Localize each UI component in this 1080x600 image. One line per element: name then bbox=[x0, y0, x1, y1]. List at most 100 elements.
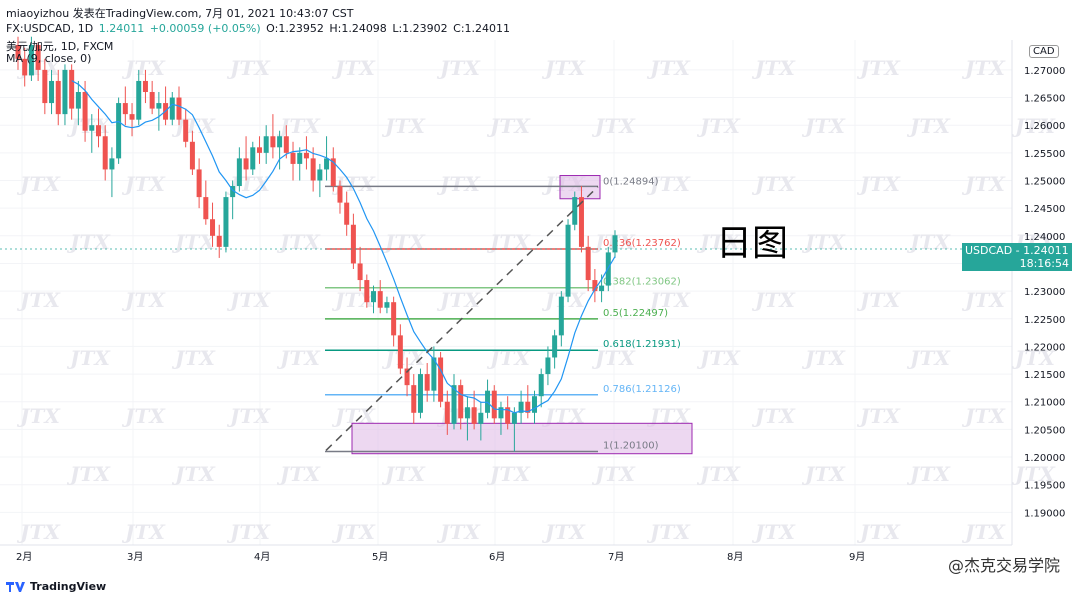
candle-body bbox=[35, 45, 41, 70]
candle-body bbox=[55, 80, 61, 115]
price-tick-label: 1.19500 bbox=[1024, 481, 1065, 492]
jtx-watermark: JTX bbox=[121, 56, 166, 80]
candle-body bbox=[49, 80, 55, 104]
fib-level-label: 0.382(1.23062) bbox=[603, 277, 681, 288]
candle-body bbox=[290, 152, 296, 164]
highlight-boxes bbox=[351, 175, 693, 455]
jtx-watermark: JTX bbox=[436, 172, 481, 196]
pair-name: 美元/加元, 1D, FXCM bbox=[6, 40, 114, 53]
jtx-watermark: JTX bbox=[856, 56, 901, 80]
candle-body bbox=[42, 69, 48, 104]
price-tick-label: 1.27000 bbox=[1024, 66, 1065, 77]
price-tick-label: 1.24500 bbox=[1024, 204, 1065, 215]
support-zone-box bbox=[351, 422, 693, 455]
resistance-zone-box bbox=[559, 175, 601, 200]
price-axis[interactable]: 1.27000 1.26500 1.26000 1.25500 1.25000 1.245… bbox=[1011, 40, 1065, 545]
ma-line bbox=[71, 80, 616, 414]
candle-body bbox=[102, 136, 108, 170]
price-tick-label: 1.25000 bbox=[1024, 177, 1065, 188]
candle-body bbox=[75, 92, 81, 109]
ohlc-close: C:1.24011 bbox=[453, 22, 511, 35]
ohlc-open: O:1.23952 bbox=[266, 22, 324, 35]
candle-body bbox=[371, 291, 377, 303]
candle-body bbox=[122, 103, 128, 115]
jtx-watermark: JTX bbox=[276, 346, 321, 370]
time-tick-label: 8月 bbox=[727, 551, 743, 563]
jtx-watermark: JTX bbox=[226, 404, 271, 428]
symbol-name[interactable]: FX:USDCAD, 1D bbox=[6, 22, 94, 35]
candle-body bbox=[203, 197, 209, 220]
candle-body bbox=[223, 197, 229, 247]
price-tick-label: 1.25500 bbox=[1024, 149, 1065, 160]
jtx-watermark: JTX bbox=[751, 56, 796, 80]
jtx-watermark: JTX bbox=[16, 404, 61, 428]
fib-level-label: 0.236(1.23762) bbox=[603, 238, 681, 249]
candle-body bbox=[364, 280, 370, 303]
candle-body bbox=[297, 152, 303, 164]
jtx-watermark: JTX bbox=[961, 520, 1006, 544]
jtx-watermark: JTX bbox=[906, 346, 951, 370]
jtx-watermark: JTX bbox=[541, 56, 586, 80]
candle-body bbox=[317, 169, 323, 181]
jtx-watermark: JTX bbox=[436, 56, 481, 80]
time-axis[interactable]: 2月 3月 4月 5月 6月 7月 8月 9月 bbox=[0, 544, 1012, 563]
candle-body bbox=[458, 385, 464, 419]
time-tick-label: 5月 bbox=[372, 551, 388, 563]
candle-body bbox=[337, 186, 343, 203]
price-tag-countdown: 18:16:54 bbox=[1019, 257, 1069, 270]
footer-brand[interactable]: TradingView bbox=[6, 580, 106, 593]
currency-badge[interactable]: CAD bbox=[1029, 45, 1059, 58]
candle-body bbox=[310, 158, 316, 181]
jtx-watermark: JTX bbox=[906, 462, 951, 486]
price-tag-symbol: USDCAD bbox=[965, 244, 1013, 257]
jtx-watermark: JTX bbox=[171, 230, 216, 254]
price-change: +0.00059 (+0.05%) bbox=[149, 22, 261, 35]
time-tick-label: 6月 bbox=[489, 551, 505, 563]
jtx-watermark: JTX bbox=[226, 56, 271, 80]
candle-body bbox=[525, 401, 531, 413]
price-tag-value: 1.24011 bbox=[1023, 244, 1069, 257]
jtx-watermark: JTX bbox=[1011, 462, 1056, 486]
jtx-watermark: JTX bbox=[856, 404, 901, 428]
jtx-watermark: JTX bbox=[381, 114, 426, 138]
candle-body bbox=[116, 103, 122, 159]
candle-body bbox=[357, 263, 363, 281]
candle-body bbox=[377, 291, 383, 308]
candle-body bbox=[95, 125, 101, 137]
current-price-tag: USDCAD - 1.24011 18:16:54 bbox=[962, 243, 1072, 271]
price-tick-label: 1.21500 bbox=[1024, 370, 1065, 381]
jtx-watermark: JTX bbox=[646, 520, 691, 544]
symbol-line: FX:USDCAD, 1D 1.24011 +0.00059 (+0.05%) … bbox=[6, 22, 512, 35]
jtx-watermark: JTX bbox=[171, 346, 216, 370]
candle-body bbox=[270, 136, 276, 148]
candle-body bbox=[391, 302, 397, 336]
price-tick-label: 1.20000 bbox=[1024, 453, 1065, 464]
candle-body bbox=[176, 97, 182, 120]
chart-annotation: 日图 bbox=[716, 223, 789, 264]
candle-body bbox=[129, 114, 135, 120]
jtx-watermark: JTX bbox=[801, 114, 846, 138]
price-tick-label: 1.24000 bbox=[1024, 232, 1065, 243]
ma-indicator-label[interactable]: MA (9, close, 0) bbox=[6, 52, 92, 65]
candle-body bbox=[384, 302, 390, 308]
ohlc-low: L:1.23902 bbox=[392, 22, 448, 35]
candle-body bbox=[330, 158, 336, 187]
jtx-watermark: JTX bbox=[16, 288, 61, 312]
candle-body bbox=[451, 385, 457, 424]
jtx-watermark: JTX bbox=[381, 462, 426, 486]
jtx-watermark: JTX bbox=[436, 520, 481, 544]
candle-body bbox=[256, 147, 262, 153]
candle-body bbox=[431, 357, 437, 391]
candle-body bbox=[62, 69, 68, 115]
candle-body bbox=[210, 219, 216, 236]
jtx-watermark: JTX bbox=[801, 462, 846, 486]
jtx-watermark: JTX bbox=[486, 230, 531, 254]
candle-body bbox=[578, 197, 584, 247]
price-tick-label: 1.20500 bbox=[1024, 425, 1065, 436]
jtx-watermark: JTX bbox=[121, 172, 166, 196]
jtx-watermark: JTX bbox=[856, 172, 901, 196]
jtx-watermark: JTX bbox=[591, 462, 636, 486]
candle-body bbox=[169, 97, 175, 120]
jtx-watermark: JTX bbox=[541, 520, 586, 544]
